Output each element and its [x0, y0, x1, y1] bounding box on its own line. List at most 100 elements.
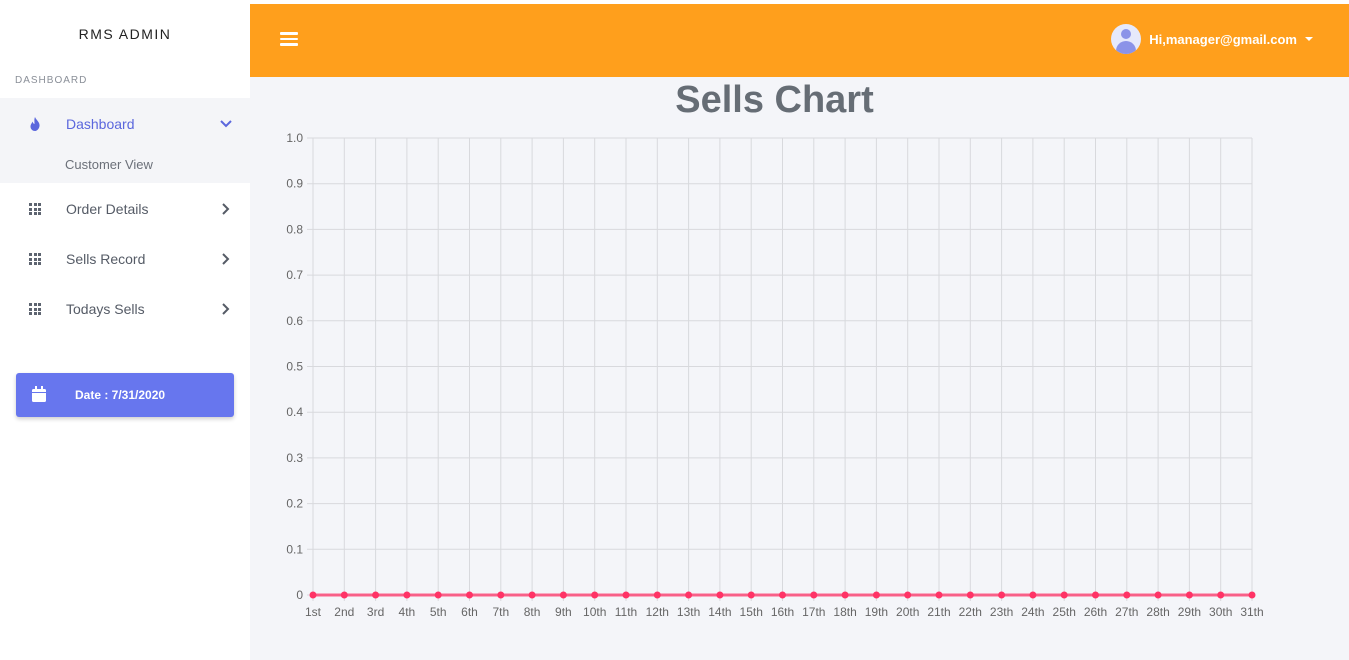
dashboard-group — [0, 98, 250, 183]
data-point — [1060, 591, 1068, 599]
y-tick-label: 0 — [296, 588, 303, 602]
data-point — [466, 591, 473, 599]
sidebar-item-sells-record[interactable]: Sells Record — [0, 237, 250, 281]
data-point — [1248, 591, 1256, 599]
y-tick-label: 0.5 — [286, 360, 303, 374]
x-tick-label: 26th — [1084, 605, 1107, 619]
x-tick-label: 9th — [555, 605, 572, 619]
y-tick-label: 0.3 — [286, 451, 303, 465]
data-point — [935, 591, 943, 599]
x-tick-label: 15th — [740, 605, 763, 619]
data-point — [966, 591, 974, 599]
data-point — [372, 591, 380, 599]
brand-title: RMS ADMIN — [78, 26, 172, 42]
x-tick-label: 14th — [708, 605, 731, 619]
top-header: Hi,manager@gmail.com — [250, 4, 1349, 77]
main-content: Sells Chart 0 0.1 0.2 0.3 0.4 0.5 0.6 0.7 0.8 0.9… — [250, 77, 1349, 660]
date-button[interactable]: Date : 7/31/2020 — [16, 373, 234, 417]
x-tick-label: 1st — [305, 605, 322, 619]
data-point — [340, 591, 348, 599]
data-point — [716, 591, 724, 599]
chevron-right-icon — [219, 202, 233, 216]
chevron-down-icon — [219, 117, 233, 131]
y-tick-label: 0.1 — [286, 542, 303, 556]
user-avatar-icon — [1111, 24, 1142, 54]
x-tick-label: 27th — [1115, 605, 1138, 619]
x-tick-label: 30th — [1209, 605, 1232, 619]
data-point — [1154, 591, 1162, 599]
grid-icon — [28, 302, 42, 316]
grid-icon — [28, 252, 42, 266]
y-tick-label: 0.2 — [286, 497, 303, 511]
data-point — [591, 591, 599, 599]
data-point — [1217, 591, 1225, 599]
x-tick-label: 28th — [1146, 605, 1169, 619]
sidebar-item-label: Sells Record — [66, 251, 146, 267]
x-tick-label: 31th — [1240, 605, 1263, 619]
data-point — [779, 591, 786, 599]
user-email: Hi,manager@gmail.com — [1149, 31, 1297, 47]
sidebar: RMS ADMIN DASHBOARD Dashboard Customer V… — [0, 4, 250, 660]
data-point — [528, 591, 536, 599]
chevron-right-icon — [219, 302, 233, 316]
grid-icon — [28, 202, 42, 216]
caret-down-icon — [1305, 37, 1313, 41]
section-label: DASHBOARD — [15, 75, 88, 86]
x-tick-label: 2nd — [334, 605, 354, 619]
y-tick-label: 0.6 — [286, 314, 303, 328]
y-tick-label: 0.4 — [286, 405, 303, 419]
data-point — [747, 591, 755, 599]
data-point — [872, 591, 880, 599]
data-point — [998, 591, 1006, 599]
date-label: Date : 7/31/2020 — [75, 388, 166, 402]
x-tick-label: 4th — [399, 605, 416, 619]
x-tick-label: 8th — [524, 605, 541, 619]
x-tick-label: 29th — [1178, 605, 1201, 619]
chevron-right-icon — [219, 252, 233, 266]
x-tick-label: 13th — [677, 605, 700, 619]
x-tick-label: 22th — [959, 605, 982, 619]
sells-line-chart: 0 0.1 0.2 0.3 0.4 0.5 0.6 0.7 0.8 0.9 1.0 1st 2nd 3rd… — [286, 131, 1263, 619]
data-point — [841, 591, 849, 599]
x-tick-label: 3rd — [367, 605, 384, 619]
data-point — [904, 591, 912, 599]
y-tick-label: 0.9 — [286, 177, 303, 191]
x-tick-label: 10th — [583, 605, 606, 619]
sidebar-item-label: Order Details — [66, 201, 149, 217]
sidebar-item-order-details[interactable]: Order Details — [0, 187, 250, 231]
data-point — [559, 591, 567, 599]
data-point — [1029, 591, 1037, 599]
data-point — [309, 591, 317, 599]
x-tick-label: 12th — [646, 605, 669, 619]
x-tick-label: 16th — [771, 605, 794, 619]
y-tick-label: 0.8 — [286, 222, 303, 236]
top-strip — [0, 0, 1349, 4]
data-point — [1092, 591, 1099, 599]
x-tick-label: 20th — [896, 605, 919, 619]
sidebar-item-todays-sells[interactable]: Todays Sells — [0, 287, 250, 331]
data-point — [1185, 591, 1193, 599]
sidebar-subitem-customer-view[interactable]: Customer View — [65, 157, 153, 172]
hamburger-icon[interactable] — [280, 32, 298, 46]
data-point — [810, 591, 818, 599]
y-tick-label: 1.0 — [286, 131, 303, 145]
x-tick-label: 21th — [927, 605, 950, 619]
data-point — [434, 591, 442, 599]
sidebar-item-label: Todays Sells — [66, 301, 145, 317]
chart-title: Sells Chart — [675, 79, 874, 121]
y-tick-label: 0.7 — [286, 268, 303, 282]
x-tick-label: 7th — [492, 605, 509, 619]
x-tick-label: 25th — [1053, 605, 1076, 619]
data-point — [622, 591, 630, 599]
user-menu[interactable]: Hi,manager@gmail.com — [1111, 24, 1313, 54]
calendar-icon — [32, 386, 46, 407]
data-point — [653, 591, 661, 599]
sidebar-item-dashboard[interactable]: Dashboard — [0, 102, 250, 146]
x-tick-label: 5th — [430, 605, 447, 619]
data-point — [685, 591, 693, 599]
x-tick-label: 24th — [1021, 605, 1044, 619]
x-tick-label: 23th — [990, 605, 1013, 619]
x-tick-label: 11th — [615, 605, 637, 619]
x-tick-label: 17th — [802, 605, 825, 619]
x-tick-label: 18th — [833, 605, 856, 619]
